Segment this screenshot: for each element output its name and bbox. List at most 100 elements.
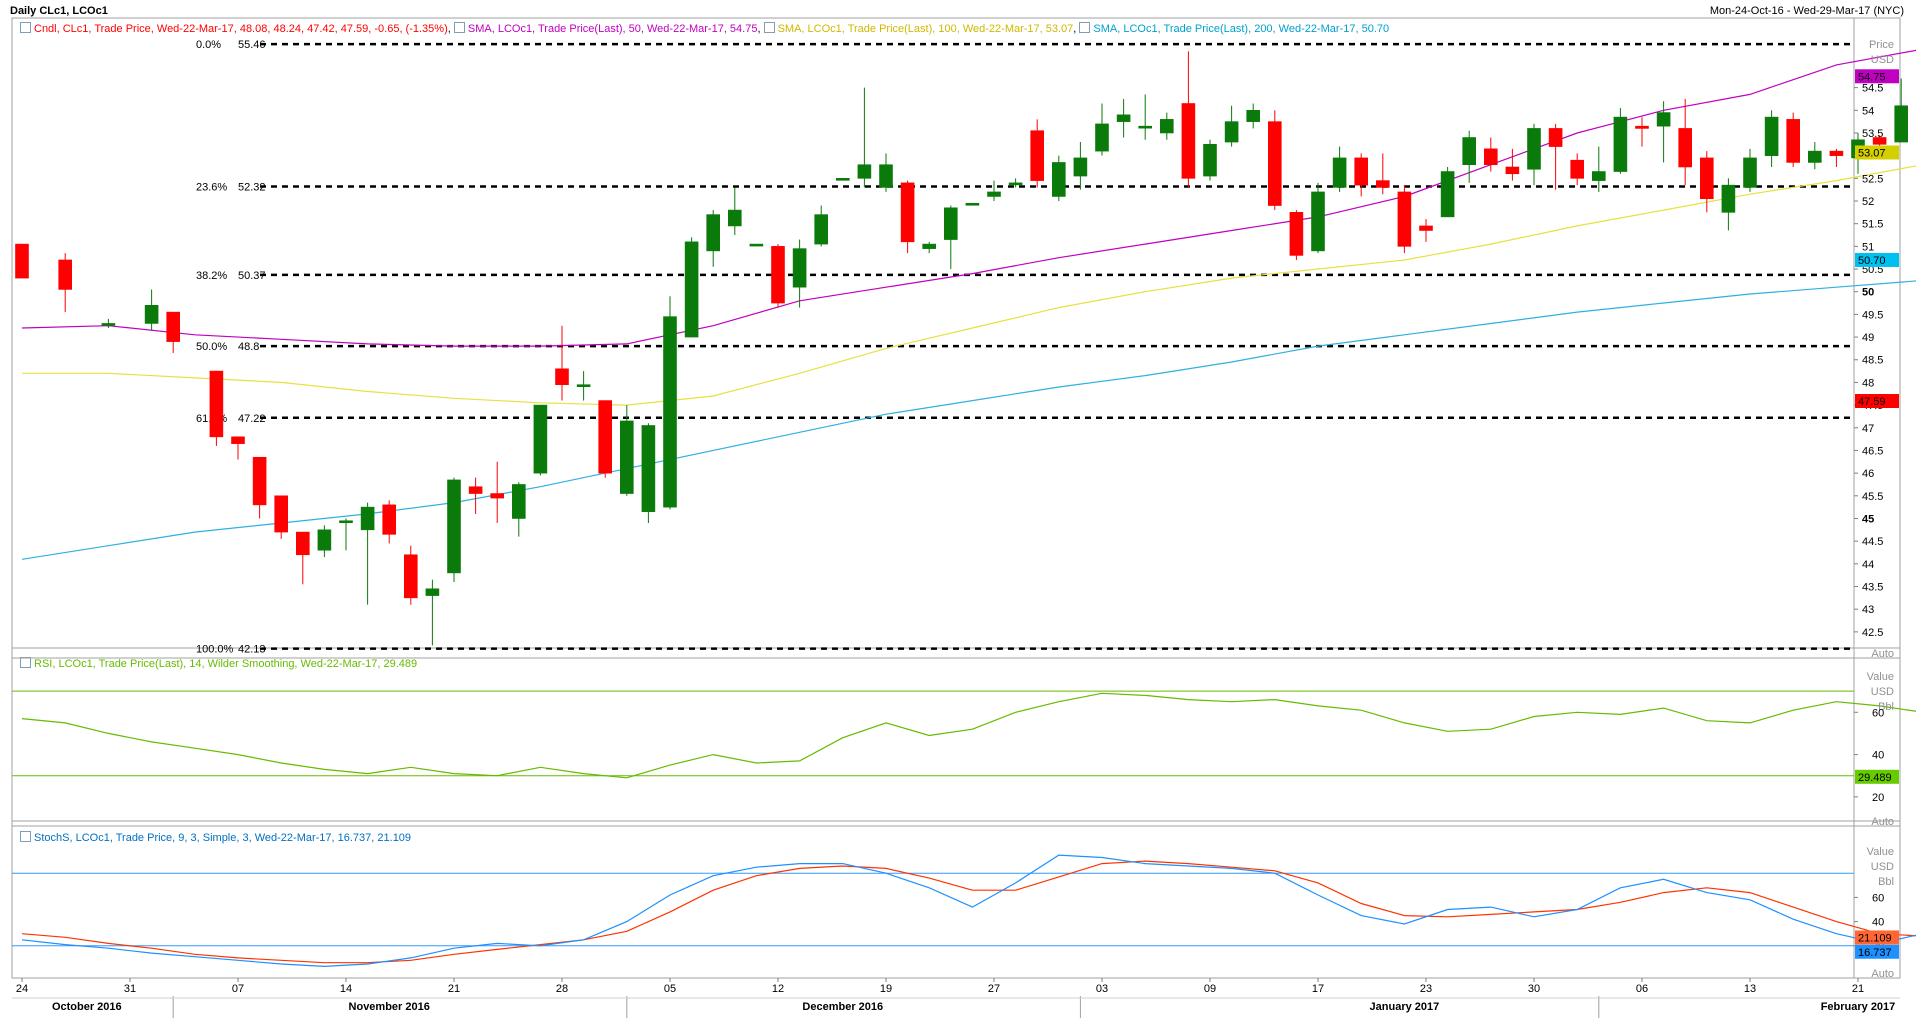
price-tick-label: 49.5	[1862, 309, 1883, 321]
price-axis-header: Bbl	[1878, 69, 1894, 81]
x-tick-label: 03	[1096, 983, 1108, 995]
rsi-legend[interactable]: RSI, LCOc1, Trade Price(Last), 14, Wilde…	[20, 657, 417, 670]
candle-body	[1548, 128, 1563, 147]
legend-checkbox-icon[interactable]	[20, 831, 31, 842]
legend-checkbox-icon[interactable]	[763, 22, 775, 33]
legend-item-sma100[interactable]: SMA, LCOc1, Trade Price(Last), 100, Wed-…	[763, 22, 1073, 35]
candle-body	[533, 404, 548, 474]
candle-body	[1656, 112, 1671, 127]
rsi-axis-header: Value	[1867, 671, 1894, 683]
stoch-axis-header: Value	[1867, 846, 1894, 858]
candle-body	[1894, 105, 1908, 143]
legend-text: SMA, LCOc1, Trade Price(Last), 50, Wed-2…	[467, 23, 758, 35]
legend-item-sma50[interactable]: SMA, LCOc1, Trade Price(Last), 50, Wed-2…	[453, 22, 758, 35]
candle-body	[317, 529, 332, 551]
candle-body	[1505, 166, 1520, 175]
price-tick-label: 52.5	[1862, 173, 1883, 185]
candle-body	[1613, 116, 1628, 172]
candle-body	[1851, 139, 1865, 159]
candle-body	[1678, 128, 1692, 168]
candle-body	[749, 243, 764, 247]
candle-body	[771, 246, 785, 304]
price-tick-label: 44	[1862, 559, 1874, 571]
x-tick-label: 07	[232, 983, 244, 995]
fib-value-label: 55.46	[238, 39, 266, 51]
rsi-last-tag	[1855, 769, 1899, 784]
candle-body	[1246, 109, 1260, 122]
candle-body	[1484, 148, 1498, 166]
candle-body	[1721, 184, 1736, 213]
last-value-tag	[1855, 252, 1899, 267]
price-tick-label: 53.5	[1862, 128, 1883, 140]
candle-body	[1786, 119, 1800, 163]
candle-body	[1224, 121, 1239, 143]
candle-body	[339, 520, 353, 524]
price-tick-label: 45.5	[1862, 491, 1883, 503]
candle-body	[987, 191, 1001, 197]
candle-body	[943, 207, 958, 240]
candle-body	[727, 209, 742, 227]
price-tick-label: 43	[1862, 604, 1874, 616]
price-tick-label: 54	[1862, 105, 1874, 117]
fib-percent-label: 50.0%	[196, 341, 227, 353]
legend-item-sma200[interactable]: SMA, LCOc1, Trade Price(Last), 200, Wed-…	[1079, 22, 1389, 35]
candle-body	[576, 384, 591, 387]
candle-body	[511, 484, 526, 519]
price-tick-label: 43.5	[1862, 582, 1883, 594]
candle-body	[490, 493, 505, 499]
candle-body	[1635, 125, 1649, 129]
price-axis-header: USD	[1871, 54, 1894, 66]
x-tick-label: 06	[1636, 983, 1648, 995]
candle-body	[641, 425, 656, 512]
candle-body	[1332, 157, 1347, 188]
candle-body	[209, 370, 224, 438]
price-tick-label: 46.5	[1862, 445, 1883, 457]
x-tick-label: 27	[988, 983, 1000, 995]
sma50-line	[21, 49, 1916, 347]
legend-checkbox-icon[interactable]	[1079, 22, 1091, 33]
candle-body	[835, 178, 850, 181]
candle-body	[1008, 182, 1023, 186]
legend-item-candle[interactable]: Cndl, CLc1, Trade Price, Wed-22-Mar-17, …	[20, 22, 448, 35]
sma200-line	[21, 280, 1916, 560]
candle-body	[1592, 171, 1606, 181]
candle-body	[1203, 144, 1217, 177]
fib-percent-label: 23.6%	[196, 181, 227, 193]
auto-label: Auto	[1871, 648, 1894, 660]
candle-body	[274, 495, 289, 533]
candle-body	[58, 259, 73, 290]
fib-percent-label: 61.8%	[196, 413, 227, 425]
candle-body	[231, 436, 245, 444]
price-tick-label: 53	[1862, 151, 1874, 163]
candle-body	[792, 248, 807, 288]
candle-body	[1116, 114, 1131, 122]
stoch-d-text: 21.109	[1858, 932, 1892, 944]
stoch-tick-label: 40	[1872, 917, 1884, 929]
x-tick-label: 24	[16, 983, 28, 995]
candle-body	[857, 164, 872, 179]
stoch-d-line	[21, 860, 1916, 964]
stoch-legend[interactable]: StochS, LCOc1, Trade Price, 9, 3, Simple…	[20, 831, 411, 844]
rsi-axis-header: Bbl	[1878, 701, 1894, 713]
x-tick-label: 14	[340, 983, 352, 995]
x-tick-label: 09	[1204, 983, 1216, 995]
candle-body	[1808, 150, 1822, 163]
legend-checkbox-icon[interactable]	[20, 22, 31, 33]
fib-value-label: 47.22	[238, 413, 266, 425]
price-tick-label: 45	[1862, 513, 1874, 525]
candle-body	[360, 506, 375, 531]
fib-percent-label: 100.0%	[196, 644, 234, 656]
x-tick-label: 21	[1852, 983, 1864, 995]
legend-checkbox-icon[interactable]	[20, 657, 31, 668]
auto-label: Auto	[1871, 816, 1894, 828]
candle-body	[15, 243, 29, 279]
month-label: November 2016	[349, 1001, 430, 1013]
candle-body	[403, 554, 418, 599]
rsi-line	[21, 692, 1916, 779]
price-tick-label: 42.5	[1862, 627, 1883, 639]
fib-percent-label: 38.2%	[196, 270, 227, 282]
candle-body	[1462, 137, 1476, 166]
legend-checkbox-icon[interactable]	[453, 22, 465, 33]
last-value-tag	[1855, 69, 1899, 84]
